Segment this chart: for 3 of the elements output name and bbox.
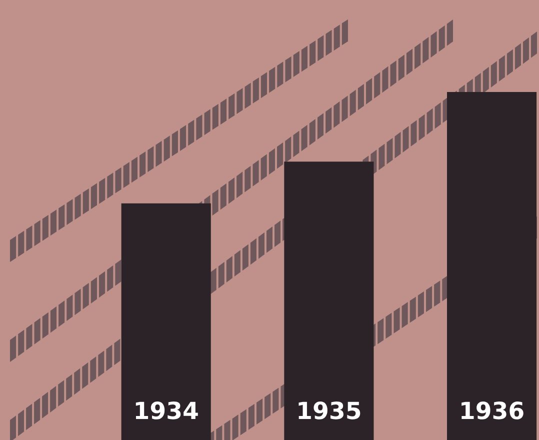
x-tick-label: 1936 bbox=[462, 402, 524, 420]
x-tick-label: 1935 bbox=[298, 402, 360, 420]
x-tick-label: 1934 bbox=[136, 402, 198, 420]
